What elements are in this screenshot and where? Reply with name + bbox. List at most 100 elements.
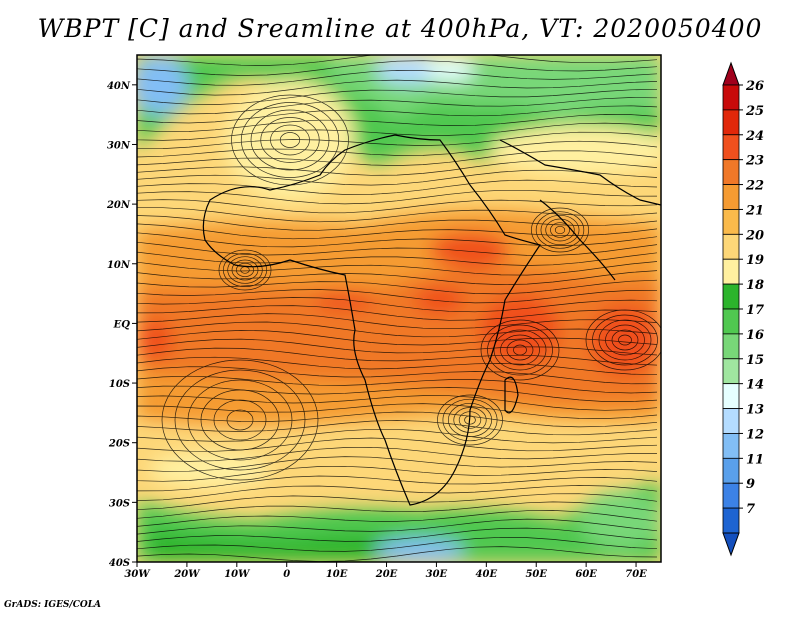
colorbar-swatch: [722, 209, 740, 235]
streamline-vortex: [605, 324, 645, 356]
y-axis: 40N 30N 20N 10N EQ 10S 20S 30S 40S: [106, 81, 137, 569]
colorbar-swatch: [722, 358, 740, 385]
streamline: [137, 215, 658, 231]
streamline-vortex: [535, 211, 585, 249]
streamline: [137, 518, 658, 535]
x-tick-label: 60E: [575, 569, 597, 580]
streamline-vortex: [453, 407, 487, 433]
streamline: [137, 55, 658, 66]
streamline: [137, 241, 658, 256]
colorbar-swatch: [722, 408, 740, 434]
x-tick-label: 20E: [375, 569, 398, 580]
colorbar-label: 21: [745, 203, 764, 218]
streamline: [137, 289, 658, 304]
x-tick-label: 70E: [625, 569, 647, 580]
streamline-vortex: [500, 334, 540, 366]
streamline-vortex: [540, 214, 580, 246]
colorbar-swatch: [722, 308, 740, 335]
colorbar-label: 14: [746, 378, 764, 393]
streamline-vortex: [161, 359, 319, 481]
streamline: [137, 321, 658, 338]
colorbar-label: 9: [746, 477, 755, 492]
colorbar-label: 12: [746, 427, 764, 442]
streamlines: [137, 55, 661, 562]
colorbar-swatch: [722, 333, 740, 360]
streamline-vortex: [554, 225, 566, 235]
streamline: [137, 330, 658, 346]
streamline-vortex: [513, 344, 527, 356]
colorbar-label: 24: [745, 129, 764, 144]
streamline: [137, 536, 658, 552]
streamline: [137, 122, 658, 141]
y-tick-label: 10S: [109, 379, 130, 390]
streamline: [137, 338, 658, 356]
colorbar-label: 11: [746, 452, 764, 467]
streamline-vortex: [270, 124, 310, 156]
map-title: WBPT [C] and Sreamline at 400hPa, VT: 20…: [37, 14, 763, 43]
colorbar-swatch: [722, 507, 740, 534]
streamline: [137, 411, 658, 428]
streamline: [137, 207, 658, 223]
streamline: [137, 79, 658, 96]
y-tick-label: 30N: [107, 140, 131, 151]
streamline-vortex: [187, 379, 293, 461]
colorbar-label: 20: [745, 228, 764, 243]
streamline: [137, 297, 658, 313]
colorbar: 26 25 24 23 22 21 20 19 18 17 16 15 14 13 12 11 9 7: [722, 61, 764, 557]
streamline-vortex: [174, 369, 306, 471]
x-axis: 30W 20W 10W 0 10E 20E 30E 40E 50E 60E 70E: [124, 562, 647, 580]
y-tick-label: 30S: [109, 498, 130, 509]
streamline: [137, 150, 658, 166]
streamline-vortex: [437, 394, 503, 446]
x-tick-label: 10W: [224, 569, 251, 580]
colorbar-swatch: [722, 84, 740, 111]
streamline: [137, 232, 658, 248]
streamline: [137, 546, 658, 562]
y-tick-label: 10N: [107, 260, 131, 271]
x-tick-label: 20W: [173, 569, 201, 580]
streamline-vortex: [545, 218, 575, 242]
colorbar-swatch: [722, 258, 740, 285]
y-tick-label: 20N: [106, 200, 131, 211]
streamline-vortex: [611, 329, 639, 351]
streamline: [137, 356, 658, 376]
y-tick-label: 20S: [108, 439, 130, 450]
x-tick-label: 0: [283, 569, 290, 580]
colorbar-swatch: [722, 159, 740, 185]
colorbar-swatch: [722, 457, 740, 484]
streamline: [137, 105, 658, 124]
y-tick-label: 40S: [109, 558, 130, 569]
streamline-vortex: [550, 222, 570, 238]
wbpt-shading: [137, 55, 661, 562]
colorbar-bottom-arrow: [722, 532, 740, 557]
streamline: [137, 366, 658, 385]
streamline-vortex: [260, 117, 320, 163]
x-tick-label: 30W: [124, 569, 151, 580]
streamline: [137, 305, 658, 321]
streamline-vortex: [531, 207, 589, 253]
streamline: [137, 510, 658, 527]
streamline-vortex: [222, 252, 268, 288]
streamline: [137, 169, 658, 186]
y-tick-label: 40N: [107, 81, 131, 92]
streamline: [137, 131, 658, 150]
colorbar-label: 23: [745, 154, 764, 169]
colorbar-label: 13: [746, 403, 764, 418]
colorbar-swatch: [722, 283, 740, 310]
x-tick-label: 40E: [476, 569, 498, 580]
streamline: [137, 465, 658, 482]
streamline-vortex: [240, 102, 340, 178]
streamline: [137, 527, 658, 542]
colorbar-swatch: [722, 482, 740, 509]
colorbar-label: 19: [746, 253, 764, 268]
streamline: [137, 159, 658, 176]
streamline: [137, 475, 658, 492]
colorbar-label: 26: [745, 79, 764, 94]
streamline: [137, 114, 658, 133]
streamline: [137, 446, 657, 462]
colorbar-swatch: [722, 233, 740, 260]
colorbar-label: 16: [746, 328, 764, 343]
streamline-vortex: [618, 334, 632, 346]
colorbar-label: 25: [745, 104, 764, 119]
